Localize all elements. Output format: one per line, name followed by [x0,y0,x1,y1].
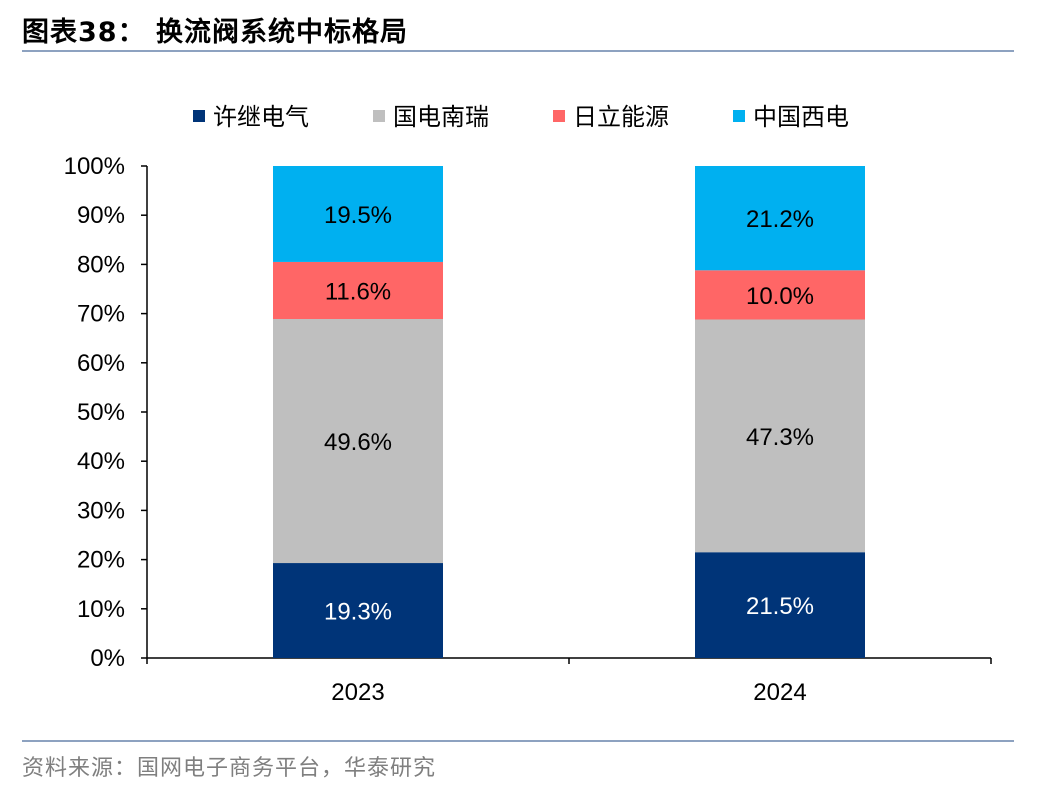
data-label: 47.3% [746,424,814,451]
y-tick-label: 80% [77,251,125,278]
data-label: 19.3% [324,599,392,626]
legend-label: 国电南瑞 [393,103,489,131]
y-tick-label: 0% [90,645,125,672]
bar-segment [695,166,865,271]
bar-segment [273,261,443,320]
y-tick-label: 100% [64,153,125,180]
legend-label: 中国西电 [753,103,849,131]
bar-segment [695,552,865,658]
x-tick-label: 2024 [753,679,806,706]
y-tick-label: 30% [77,497,125,524]
source-divider [22,740,1014,742]
data-label: 49.6% [324,429,392,456]
y-tick-label: 10% [77,596,125,623]
bar-segment [695,270,865,320]
y-tick-label: 20% [77,547,125,574]
legend-swatch [733,110,745,122]
data-label: 21.5% [746,593,814,620]
y-tick-label: 70% [77,301,125,328]
x-tick-label: 2023 [331,679,384,706]
stacked-bar-chart: 0% 10% 20% 30% 40% 50% 60% 70% 80% 90% 100% 19.3% 49… [64,103,992,706]
data-label: 11.6% [325,278,391,305]
bar-segment [273,563,443,658]
data-label: 19.5% [324,202,392,229]
legend-swatch [193,110,205,122]
data-label: 10.0% [746,283,814,310]
y-tick-label: 60% [77,350,125,377]
y-tick-label: 90% [77,202,125,229]
bar-segment [273,166,443,262]
bar-segment [695,319,865,553]
data-label: 21.2% [746,206,814,233]
legend-label: 许继电气 [213,103,309,131]
legend-swatch [553,110,565,122]
title-divider [22,50,1014,52]
source-note: 资料来源：国网电子商务平台，华泰研究 [22,756,437,781]
legend-swatch [373,110,385,122]
legend-label: 日立能源 [573,103,669,131]
y-tick-label: 40% [77,448,125,475]
figure-title: 图表38： 换流阀系统中标格局 [22,17,408,48]
y-tick-label: 50% [77,399,125,426]
bar-segment [273,319,443,564]
